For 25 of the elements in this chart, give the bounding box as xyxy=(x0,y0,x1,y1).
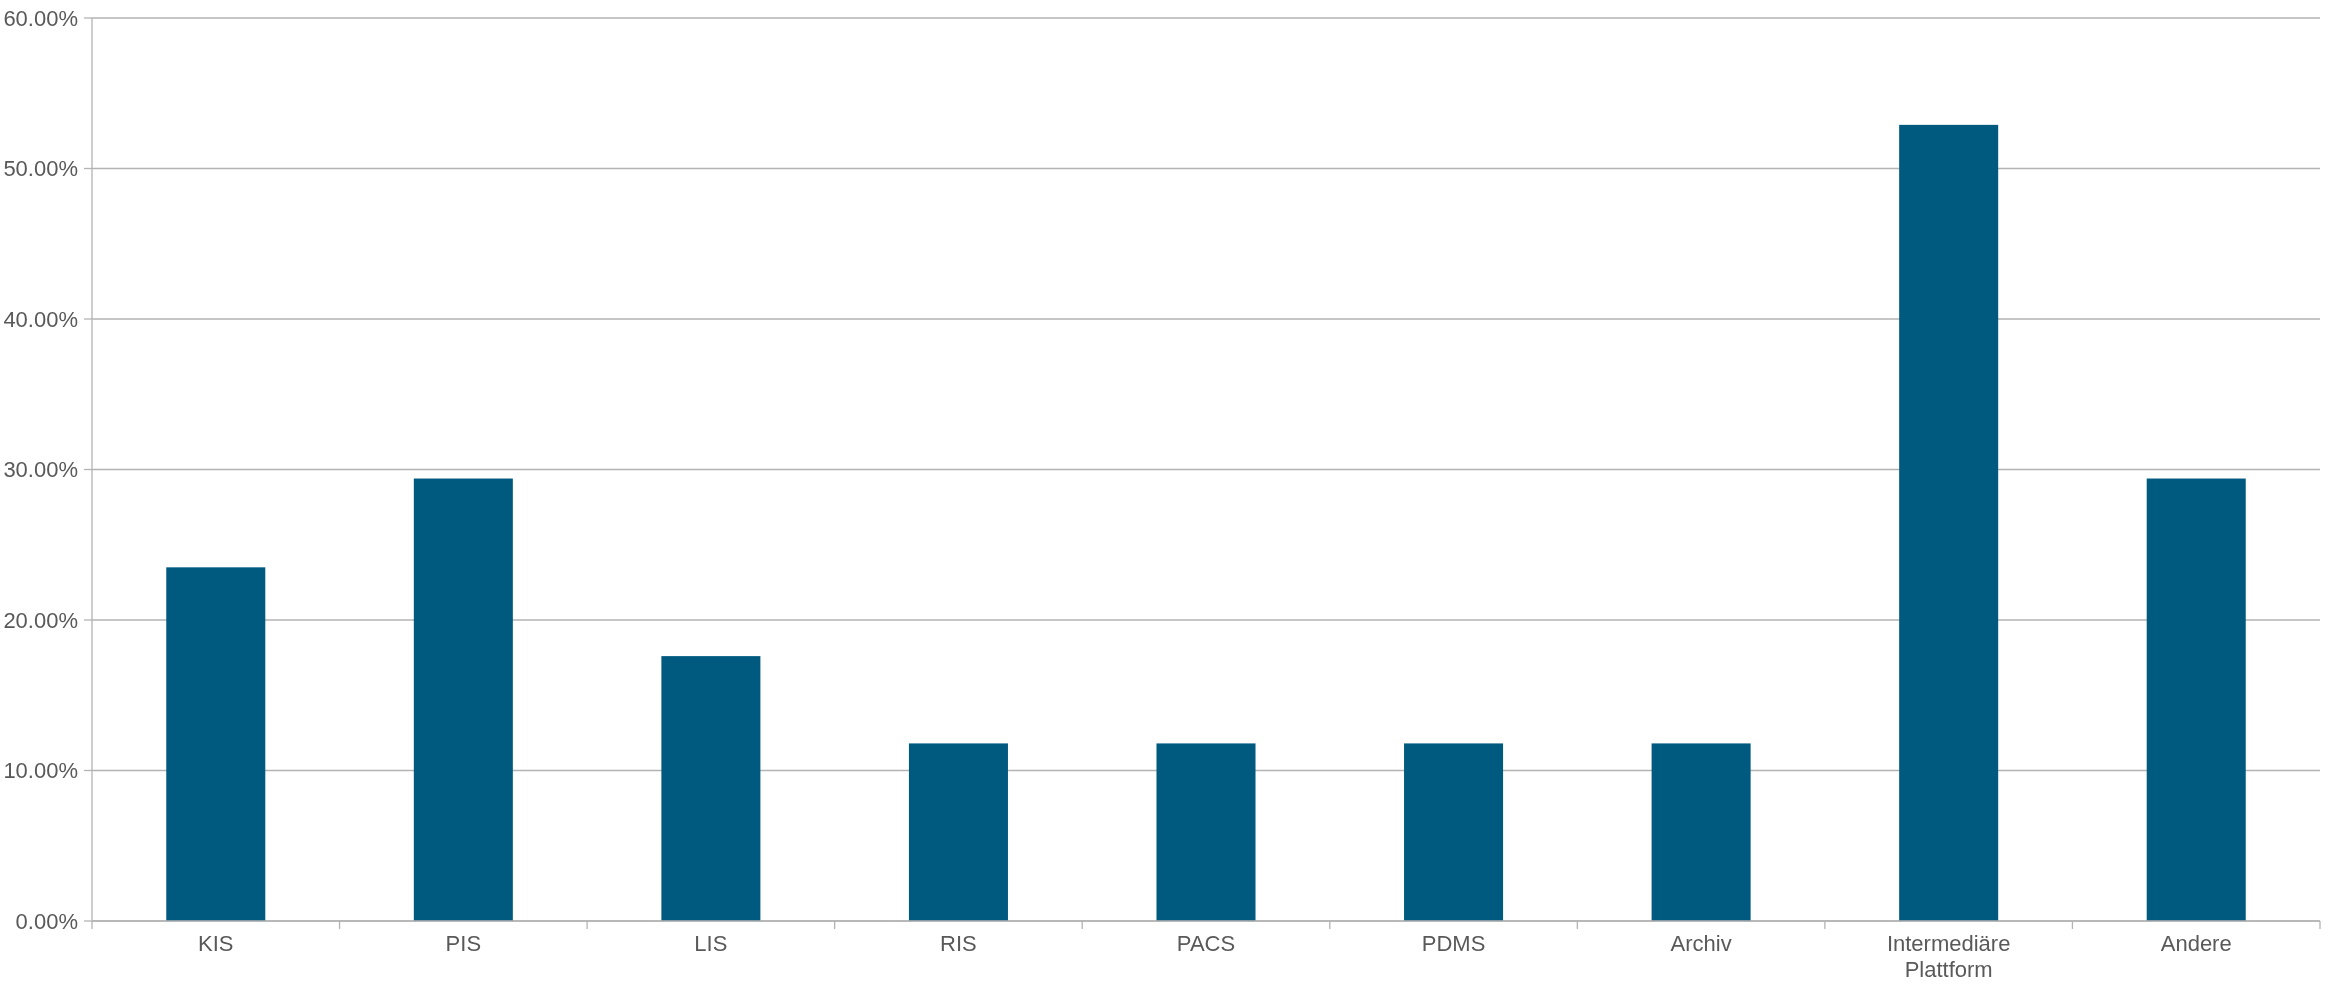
x-tick-label: LIS xyxy=(694,931,728,956)
bar xyxy=(908,743,1008,921)
y-tick-label: 60.00% xyxy=(3,5,78,31)
bar xyxy=(413,478,513,921)
x-tick-label: KIS xyxy=(198,931,234,956)
bar xyxy=(166,567,266,921)
bar xyxy=(2146,478,2246,921)
x-tick-label: RIS xyxy=(940,931,977,956)
y-tick-label: 10.00% xyxy=(3,758,78,784)
x-tick-label: Archiv xyxy=(1670,931,1732,956)
bar xyxy=(661,656,761,921)
y-tick-label: 20.00% xyxy=(3,607,78,633)
x-tick-label: PACS xyxy=(1176,931,1236,956)
y-tick-label: 30.00% xyxy=(3,457,78,483)
x-tick-label: Andere xyxy=(2160,931,2232,956)
y-tick-label: 40.00% xyxy=(3,306,78,332)
x-tick-label: PIS xyxy=(445,931,482,956)
y-tick-label: 50.00% xyxy=(3,156,78,182)
x-tick-label: Intermediäre Plattform xyxy=(1886,931,2011,982)
bar xyxy=(1404,743,1504,921)
bar xyxy=(1899,124,1999,921)
bar xyxy=(1651,743,1751,921)
bar xyxy=(1156,743,1256,921)
y-tick-label: 0.00% xyxy=(15,908,78,934)
x-tick-label: PDMS xyxy=(1421,931,1486,956)
